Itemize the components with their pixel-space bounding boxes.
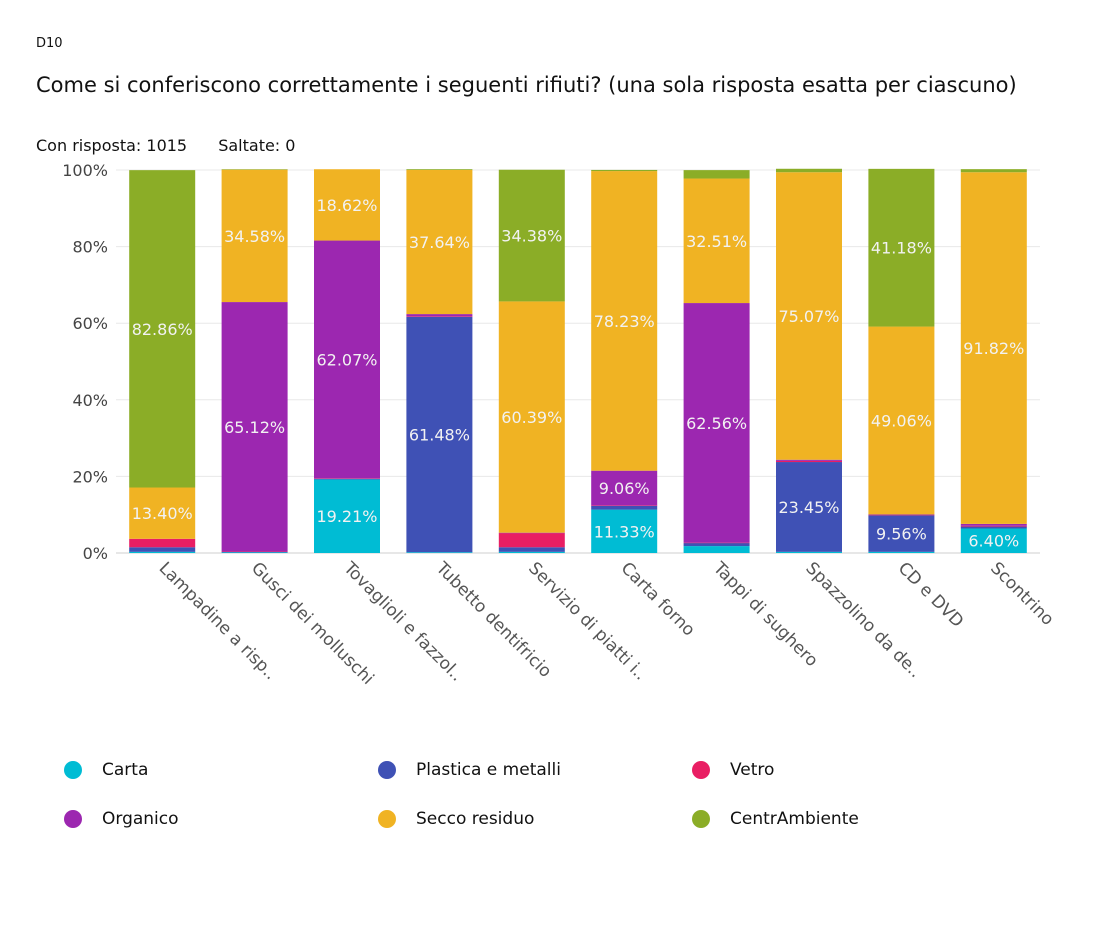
bar-segment [221,169,288,170]
data-label: 61.48% [409,425,470,444]
bar-segment [960,526,1027,529]
bar-segment [406,316,473,317]
bar-segment [314,240,380,479]
bar-segment [406,314,473,317]
y-tick-label: 60% [72,314,108,333]
bar-segment [960,172,1027,524]
response-stats: Con risposta: 1015 Saltate: 0 [36,136,321,155]
bar-segment [591,171,658,471]
bar-segment [406,316,473,553]
data-label: 34.58% [224,227,285,246]
data-label: 9.56% [876,525,927,544]
bar-segment [960,169,1027,173]
bar-segment [960,528,1027,553]
bar-segment [868,515,935,552]
data-label: 13.40% [132,504,193,523]
data-label: 62.07% [316,350,377,369]
data-label: 82.86% [132,320,193,339]
data-label: 37.64% [409,233,470,252]
bar-segment [776,551,842,553]
bar-segment [591,505,658,506]
answered-count: Con risposta: 1015 [36,136,188,155]
x-tick-label: CD e DVD [894,558,967,631]
data-label: 62.56% [686,414,747,433]
bar-segment [776,172,842,460]
bar-segment [406,169,473,315]
data-label: 75.07% [778,307,839,326]
bar-segment [129,487,196,539]
bar-segment [129,538,196,548]
data-label: 23.45% [778,498,839,517]
bar-segment [591,505,658,510]
bar-segment [776,460,842,463]
bar-segment [314,478,380,480]
bar-segment [868,551,935,553]
bar-segment [314,479,380,553]
bar-segment [868,514,935,516]
bar-segment [683,178,750,304]
y-tick-label: 80% [72,238,108,257]
bar-segment [683,543,750,547]
y-tick-label: 100% [62,161,108,180]
bar-segment [683,546,750,553]
bar-segment [591,470,658,506]
bar-segment [498,169,565,302]
y-tick-label: 0% [83,544,108,563]
bar-segment [868,168,935,327]
bar-segment [591,509,658,553]
bar-segment [498,533,565,548]
x-tick-label: Scontrino [986,558,1057,629]
bar-segment [221,551,288,552]
bar-segment [498,547,565,552]
bar-segment [221,169,288,303]
data-label: 49.06% [871,412,932,431]
data-label: 65.12% [224,418,285,437]
bar-segment [129,170,196,488]
x-tick-label: Carta forno [617,558,699,640]
y-tick-label: 20% [72,467,108,486]
skipped-count: Saltate: 0 [218,136,296,155]
bar-segment [221,302,288,552]
bar-segment [498,301,565,533]
bar-segment [776,459,842,461]
bar-segment [221,551,288,553]
data-label: 34.38% [501,227,562,246]
data-label: 60.39% [501,408,562,427]
data-label: 19.21% [316,507,377,526]
data-label: 11.33% [594,522,655,541]
data-label: 9.06% [599,479,650,498]
bar-segment [960,525,1027,527]
data-label: 6.40% [968,532,1019,551]
bar-segment [129,551,196,553]
bar-segment [683,303,750,543]
data-label: 32.51% [686,232,747,251]
bar-segment [406,169,473,170]
bar-segment [498,532,565,534]
bar-segment [776,462,842,552]
bar-segment [868,514,935,515]
bar-segment [221,552,288,553]
data-label: 41.18% [871,239,932,258]
data-label: 91.82% [963,339,1024,358]
bar-segment [776,168,842,173]
question-id: D10 [36,36,63,51]
bar-segment [683,170,750,179]
bar-segment [683,542,750,544]
data-label: 78.23% [594,312,655,331]
bar-segment [129,547,196,552]
y-tick-label: 40% [72,391,108,410]
data-label: 18.62% [316,196,377,215]
bar-segment [314,169,380,241]
chart-title: Come si conferiscono correttamente i seg… [36,73,1017,97]
bar-segment [406,552,473,553]
bar-segment [960,523,1027,526]
bar-segment [498,551,565,553]
bar-segment [868,326,935,515]
bar-segment [591,169,658,172]
bar-segment [314,478,380,479]
